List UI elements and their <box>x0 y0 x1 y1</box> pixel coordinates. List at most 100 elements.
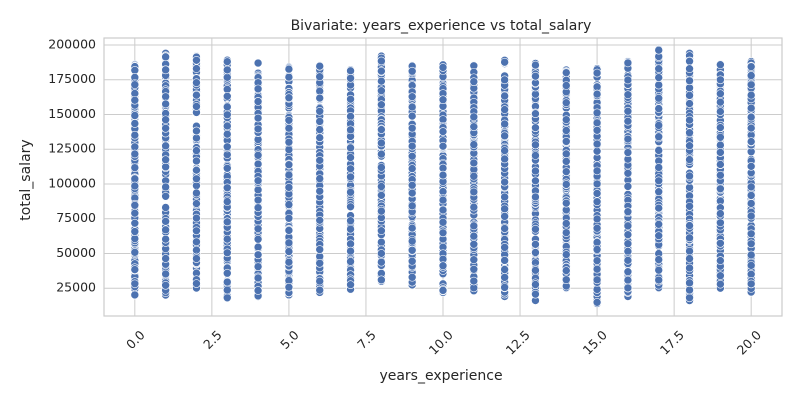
data-point <box>438 217 448 227</box>
data-point <box>623 106 633 116</box>
data-point <box>685 76 694 86</box>
data-point <box>377 100 386 109</box>
data-point <box>561 275 571 285</box>
data-point <box>346 73 355 83</box>
data-point <box>685 233 694 243</box>
data-point <box>592 166 602 176</box>
x-tick-label: 5.0 <box>277 327 302 352</box>
y-axis-ticks: 25000 50000 75000 100000 125000 150000 175000 2… <box>48 36 96 294</box>
data-point <box>531 176 540 186</box>
data-point <box>746 211 756 221</box>
data-point <box>561 149 571 159</box>
data-point <box>561 228 571 237</box>
data-point <box>222 163 232 173</box>
data-point <box>161 280 170 290</box>
data-point <box>222 121 232 131</box>
y-tick-label: 150000 <box>48 106 96 121</box>
data-point <box>407 201 417 211</box>
data-point <box>192 78 201 87</box>
data-point <box>161 99 170 109</box>
data-point <box>192 90 201 100</box>
data-point <box>253 176 263 185</box>
data-point <box>192 199 201 208</box>
data-point <box>592 275 602 285</box>
data-point <box>407 164 417 173</box>
data-point <box>346 224 355 234</box>
data-point <box>500 119 509 129</box>
data-point <box>407 256 417 266</box>
data-point <box>500 75 509 85</box>
data-point <box>346 280 355 290</box>
data-point <box>284 257 294 267</box>
data-point <box>685 263 694 273</box>
data-point <box>654 220 664 229</box>
data-point <box>192 226 201 236</box>
data-point <box>377 206 386 216</box>
data-point <box>469 231 479 241</box>
y-axis-label: total_salary <box>18 139 34 220</box>
data-point <box>130 163 140 172</box>
data-point <box>284 137 294 147</box>
x-tick-label: 12.5 <box>503 327 533 357</box>
data-point <box>253 242 263 252</box>
data-point <box>500 265 509 274</box>
data-point <box>407 111 417 121</box>
data-point <box>161 269 170 279</box>
data-point <box>315 106 325 116</box>
data-point <box>623 148 633 157</box>
data-point <box>130 218 140 228</box>
data-point <box>685 171 694 181</box>
data-point <box>407 245 417 255</box>
data-point <box>377 182 386 191</box>
data-point <box>561 250 571 259</box>
data-point <box>746 80 756 90</box>
data-point <box>716 184 725 194</box>
data-point <box>500 224 509 233</box>
data-point <box>654 231 664 240</box>
data-point <box>500 256 509 265</box>
data-point <box>192 254 201 263</box>
data-point <box>592 197 602 207</box>
data-point <box>561 157 571 166</box>
data-point <box>377 226 386 236</box>
data-point <box>716 132 725 142</box>
data-point <box>654 104 664 113</box>
data-point <box>531 60 540 70</box>
data-point <box>130 208 140 218</box>
data-point <box>284 247 294 256</box>
data-point <box>716 170 725 180</box>
data-point <box>716 75 725 85</box>
data-point <box>469 264 479 274</box>
data-point <box>500 212 509 221</box>
data-point <box>130 142 140 152</box>
data-point <box>531 289 540 299</box>
data-point <box>500 105 509 114</box>
data-point <box>346 172 355 182</box>
data-point <box>623 256 633 265</box>
data-point <box>315 133 325 142</box>
data-point <box>592 126 602 135</box>
data-point <box>222 183 232 193</box>
data-point <box>192 102 201 111</box>
data-point <box>253 84 263 94</box>
data-point <box>192 156 201 166</box>
x-axis-ticks: 0.0 2.5 5.0 7.5 10.0 12.5 15.0 17.5 20.0 <box>123 327 764 357</box>
data-point <box>469 239 479 249</box>
data-point <box>161 182 170 192</box>
data-point <box>161 191 170 201</box>
data-point <box>685 128 694 138</box>
data-point <box>192 188 201 198</box>
y-tick-label: 50000 <box>56 245 96 260</box>
data-point <box>192 237 201 247</box>
data-point <box>623 182 633 191</box>
data-point <box>377 86 386 96</box>
data-point <box>531 140 540 150</box>
data-point <box>253 185 263 195</box>
data-point <box>346 125 355 135</box>
data-point <box>315 156 325 165</box>
x-tick-label: 15.0 <box>580 327 610 357</box>
data-point <box>746 137 756 146</box>
data-point <box>315 258 325 268</box>
data-point <box>377 138 386 148</box>
data-point <box>531 248 540 257</box>
